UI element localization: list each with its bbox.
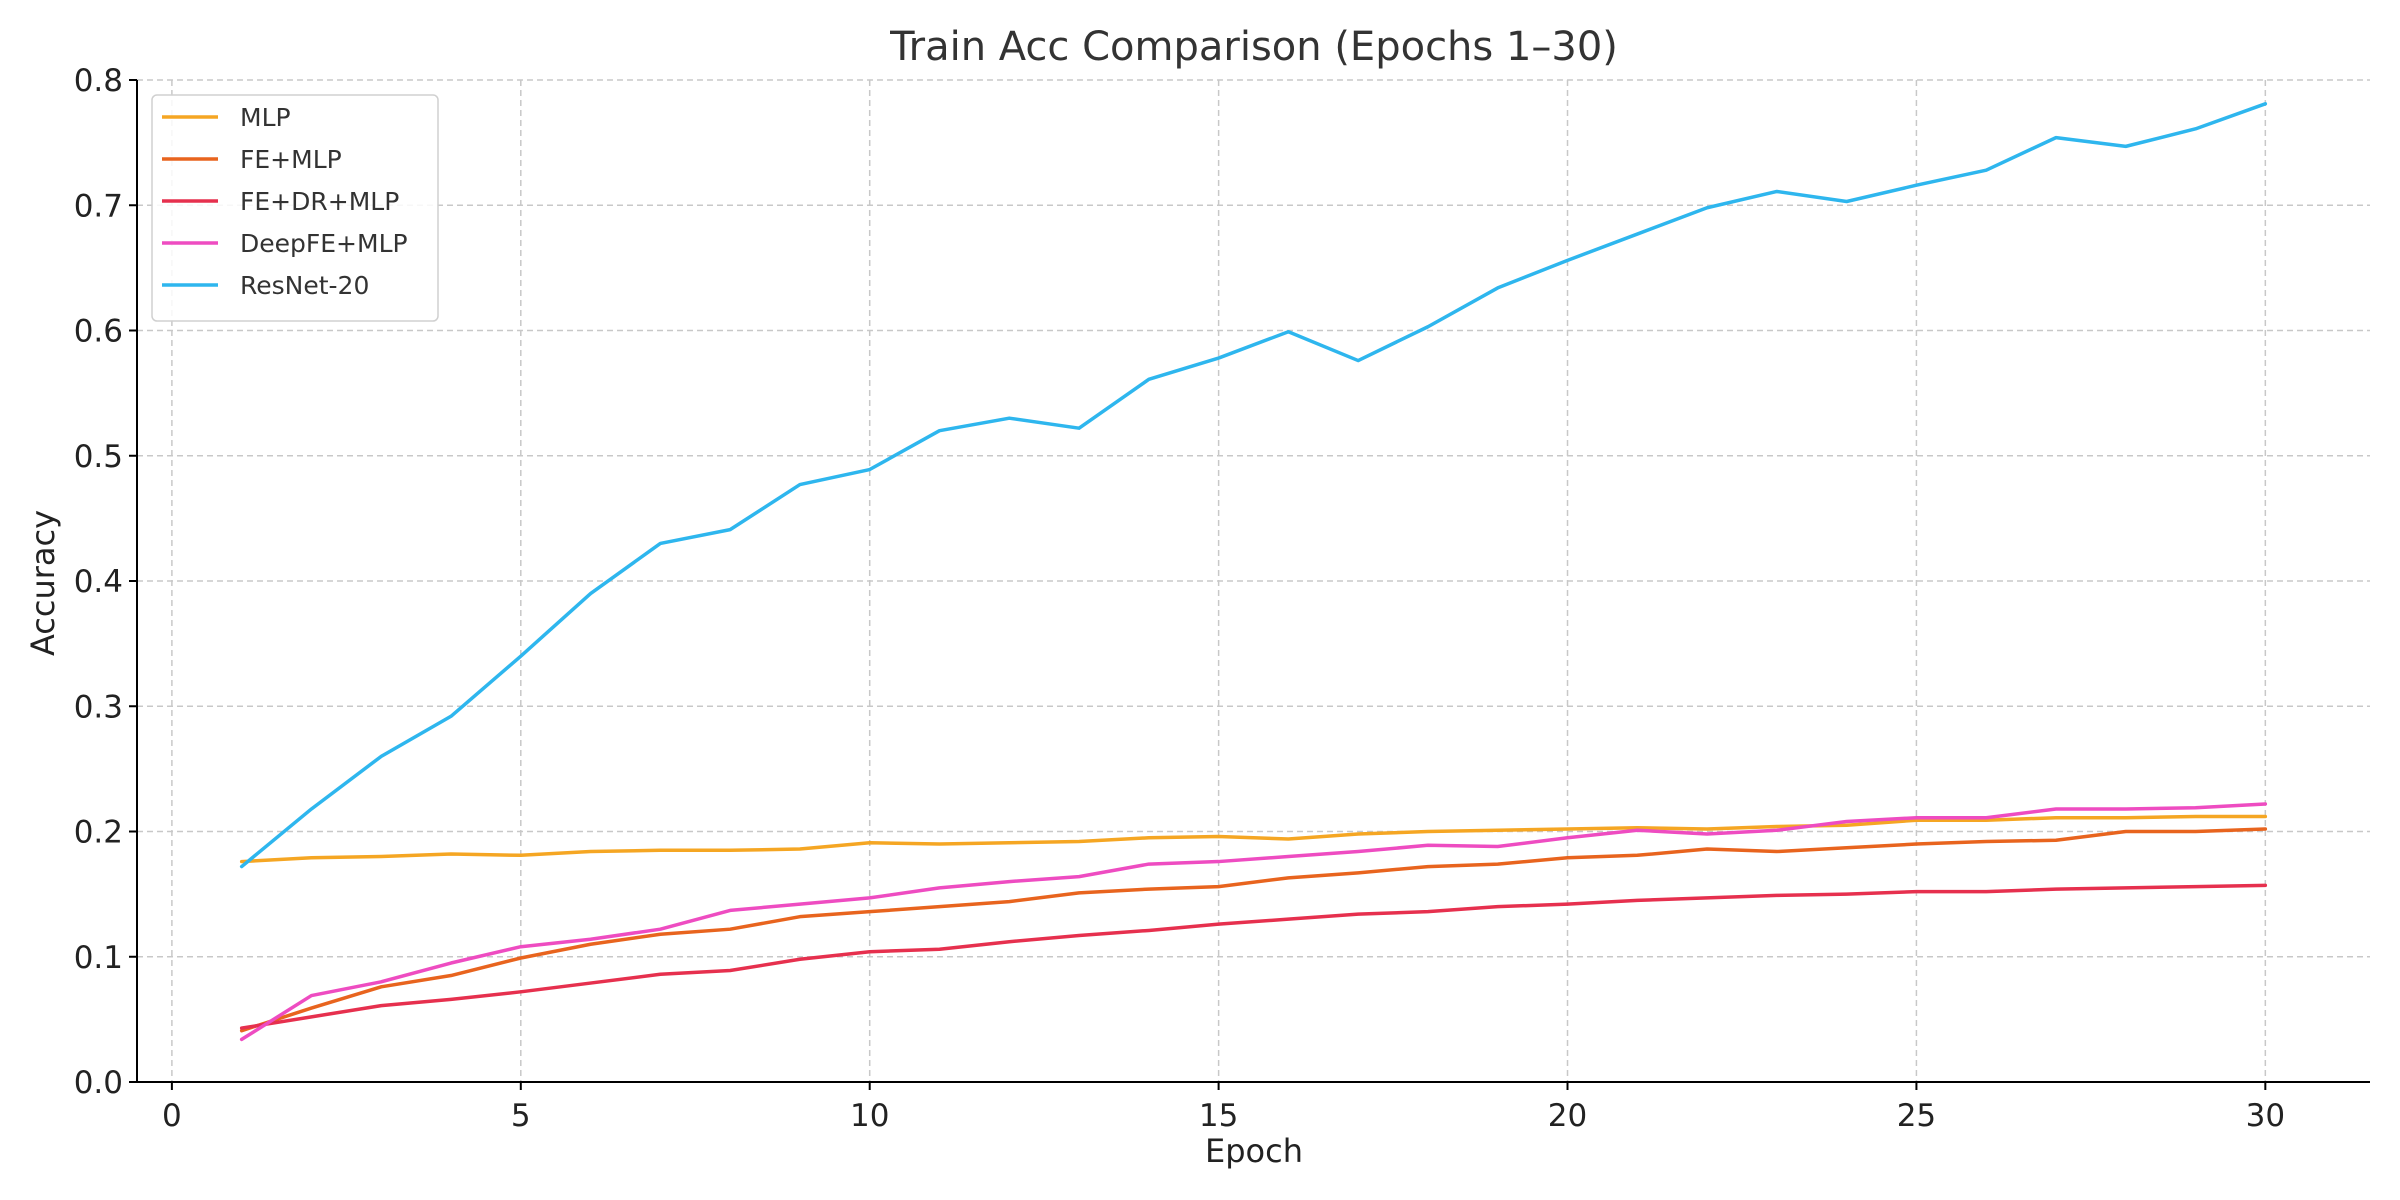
- x-tick-label: 10: [850, 1098, 889, 1134]
- y-tick-label: 0.1: [74, 940, 123, 976]
- legend-label: FE+MLP: [240, 145, 342, 174]
- tick-labels: 0 5 10 15 20 25 30 0.0 0.1 0.2 0.3 0.4 0.5 0.6 0.7 0.8: [74, 63, 2285, 1134]
- legend: MLP FE+MLP FE+DR+MLP DeepFE+MLP ResNet-20: [151, 94, 439, 322]
- legend-label: ResNet-20: [240, 271, 369, 300]
- legend-label: FE+DR+MLP: [240, 187, 399, 216]
- legend-box: [151, 94, 439, 322]
- x-tick-label: 20: [1548, 1098, 1587, 1134]
- series-line-deepfe-mlp: [239, 802, 2268, 1042]
- y-tick-label: 0.2: [74, 815, 123, 851]
- series-line-fe-mlp: [239, 827, 2268, 1033]
- x-tick-label: 25: [1897, 1098, 1936, 1134]
- y-tick-label: 0.6: [74, 314, 123, 350]
- x-tick-label: 5: [511, 1098, 531, 1134]
- x-axis-label: Epoch: [1205, 1132, 1303, 1170]
- series-line-fe-dr-mlp: [239, 883, 2268, 1030]
- series-lines: [239, 102, 2268, 1042]
- y-tick-label: 0.7: [74, 188, 123, 224]
- y-tick-label: 0.0: [74, 1065, 123, 1101]
- legend-label: MLP: [240, 103, 291, 132]
- y-tick-label: 0.3: [74, 689, 123, 725]
- grid: [137, 79, 2370, 1083]
- chart-title: Train Acc Comparison (Epochs 1–30): [889, 24, 1618, 70]
- y-axis-label: Accuracy: [24, 510, 62, 656]
- y-tick-label: 0.5: [74, 439, 123, 475]
- series-line-resnet-20: [239, 102, 2268, 869]
- x-tick-label: 15: [1199, 1098, 1238, 1134]
- axes: [129, 79, 2370, 1090]
- x-tick-label: 0: [162, 1098, 182, 1134]
- series-line-mlp: [239, 814, 2268, 864]
- y-tick-label: 0.8: [74, 63, 123, 99]
- x-tick-label: 30: [2246, 1098, 2285, 1134]
- legend-label: DeepFE+MLP: [240, 229, 408, 258]
- y-tick-label: 0.4: [74, 564, 123, 600]
